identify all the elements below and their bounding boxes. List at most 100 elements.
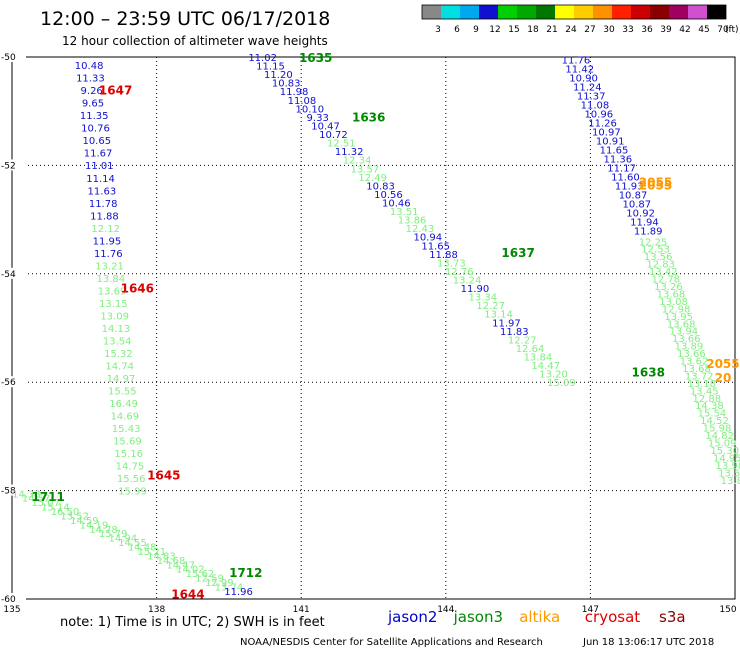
swh-value-label: 13.26 — [654, 282, 683, 293]
legend-swatch — [441, 5, 460, 19]
swh-value-label: 14.74 — [105, 361, 134, 372]
swh-value-label: 14.57 — [22, 494, 51, 505]
swh-value-label: 16.50 — [51, 507, 80, 518]
time-label: 1644 — [171, 588, 204, 602]
swh-value-label: 13.42 — [649, 267, 678, 278]
swh-value-label: 10.90 — [569, 74, 598, 85]
satellite-legend: jason2 jason3 altika cryosat s3a — [387, 608, 686, 626]
legend-swatch — [536, 5, 555, 19]
color-legend: 3 6 9 12 15 18 21 24 27 30 33 36 39 42 45 70(ft) — [421, 4, 739, 35]
swh-value-label: 12.25 — [639, 237, 668, 248]
swh-value-label: 13.21 — [95, 261, 124, 272]
swh-value-label: 15.21 — [137, 547, 166, 558]
swh-value-label: 15.14 — [41, 503, 70, 514]
swh-value-label: 11.15 — [256, 62, 285, 73]
swh-value-label: 15.09 — [708, 438, 737, 449]
legend-bin-label: 3 — [435, 25, 441, 35]
swh-value-label: 13.56 — [644, 252, 673, 263]
legend-bin-label: 15 — [508, 25, 519, 35]
swh-value-label: 11.08 — [581, 101, 610, 112]
swh-value-label: 10.83 — [366, 181, 395, 192]
swh-value-label: 13.74 — [215, 582, 244, 593]
legend-swatch — [479, 5, 498, 19]
swh-value-label: 14.83 — [147, 551, 176, 562]
swh-value-label: 12.34 — [343, 156, 372, 167]
legend-swatch — [422, 5, 441, 19]
y-tick-label: -52 — [1, 161, 16, 171]
swh-value-label: 10.47 — [311, 121, 340, 132]
swh-value-label: 14.59 — [70, 516, 99, 527]
time-label: 1638 — [632, 365, 665, 379]
legend-swatch — [460, 5, 479, 19]
tick-label-backdrop — [0, 376, 26, 388]
time-label: 2055 — [706, 357, 739, 371]
swh-value-label: 15.43 — [112, 424, 141, 435]
tick-label-backdrop — [0, 267, 26, 279]
swh-value-label: 15.98 — [703, 424, 732, 435]
tick-label-backdrop — [0, 484, 26, 496]
tick-label-backdrop — [0, 51, 26, 62]
swh-value-label: 11.33 — [76, 74, 105, 85]
y-tick-label: -56 — [1, 378, 16, 388]
swh-value-label: 13.08 — [659, 297, 688, 308]
swh-value-label: 13.18 — [687, 379, 716, 390]
grid — [12, 57, 735, 599]
satellite-name: s3a — [659, 608, 686, 626]
swh-value-label: 11.35 — [80, 111, 109, 122]
swh-value-label: 10.48 — [75, 61, 104, 72]
legend-unit: (ft) — [725, 25, 739, 35]
time-label: 1712 — [229, 566, 262, 580]
swh-value-label: 13.69 — [98, 286, 127, 297]
swh-value-label: 10.87 — [623, 199, 652, 210]
swh-value-label: 13.66 — [672, 334, 701, 345]
swh-value-label: 12.78 — [652, 275, 681, 286]
swh-value-label: 11.14 — [86, 174, 115, 185]
swh-value-label: 11.76 — [94, 249, 123, 260]
time-label: 1647 — [99, 84, 132, 98]
legend-bin-label: 39 — [660, 25, 672, 35]
swh-value-label: 11.60 — [611, 173, 640, 184]
tick-label-backdrop — [0, 159, 26, 171]
swh-value-label: 9.65 — [82, 99, 104, 110]
swh-value-label: 10.92 — [626, 208, 655, 219]
satellite-name: jason2 — [387, 608, 437, 626]
legend-swatch — [517, 5, 536, 19]
swh-value-label: 13.95 — [664, 312, 693, 323]
swh-value-label: 10.94 — [413, 233, 442, 244]
swh-value-label: 13.34 — [469, 293, 498, 304]
swh-value-label: 13.57 — [351, 164, 380, 175]
swh-value-label: 15.07 — [31, 498, 60, 509]
swh-value-label: 11.76 — [562, 56, 591, 67]
swh-value-label: 13.86 — [398, 216, 427, 227]
swh-value-label: 14.68 — [157, 556, 186, 567]
swh-value-label: 12.99 — [205, 578, 234, 589]
swh-value-label: 11.90 — [461, 284, 490, 295]
swh-value-label: 13.89 — [675, 342, 704, 353]
legend-bin-label: 24 — [565, 25, 577, 35]
y-tick-label: -50 — [1, 53, 16, 63]
swh-value-label: 13.84 — [96, 274, 125, 285]
swh-value-label: 13.94 — [669, 327, 698, 338]
swh-value-label: 13.72 — [685, 371, 714, 382]
swh-value-label: 15.09 — [547, 378, 576, 389]
swh-value-label: 12.59 — [195, 574, 224, 585]
swh-value-label: 11.78 — [89, 199, 118, 210]
legend-bin-label: 9 — [473, 25, 479, 35]
swh-value-label: 16.49 — [109, 399, 138, 410]
footer-note: note: 1) Time is in UTC; 2) SWH is in fe… — [60, 615, 325, 630]
swh-value-label: 11.88 — [429, 250, 458, 261]
swh-value-label: 13.14 — [484, 310, 513, 321]
legend-swatch — [707, 5, 726, 19]
swh-value-label: 15.79 — [99, 529, 128, 540]
swh-value-label: 14.47 — [166, 560, 195, 571]
x-tick-label: 144 — [437, 605, 454, 615]
swh-value-label: 11.17 — [607, 164, 636, 175]
swh-value-label: 10.56 — [374, 190, 403, 201]
swh-value-label: 11.26 — [588, 119, 617, 130]
swh-value-label: 13.09 — [100, 311, 129, 322]
swh-value-label: 10.83 — [272, 79, 301, 90]
swh-value-label: 13.45 — [690, 386, 719, 397]
chart-header: 12:00 – 23:59 UTC 06/17/2018 12 hour col… — [40, 8, 330, 48]
